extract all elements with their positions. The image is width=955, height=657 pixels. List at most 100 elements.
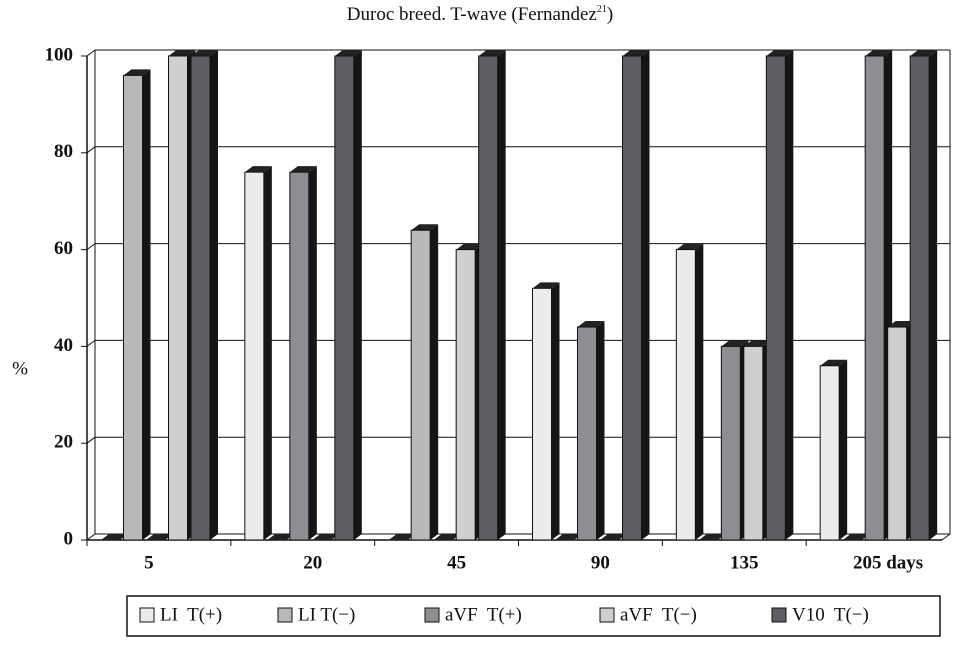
y-tick-label: 60 [54, 238, 73, 259]
legend-label: V10 T(−) [792, 604, 869, 625]
title-end: ) [607, 4, 613, 25]
bar-top [676, 243, 704, 250]
y-axis-label: % [12, 358, 28, 379]
bar [743, 345, 764, 541]
legend-box [126, 595, 941, 637]
bar-top [146, 534, 173, 540]
bar-top [123, 69, 151, 76]
grid-diag [86, 49, 96, 57]
chart-title: Duroc breed. T-wave (Fernandez21) [347, 4, 613, 25]
bar-top [820, 359, 848, 366]
title-main: Duroc breed. T-wave (Fernandez [347, 4, 597, 25]
bar [123, 74, 143, 541]
bar-top [334, 50, 362, 56]
title-ref: 21 [597, 4, 607, 15]
x-tick-label: 90 [591, 552, 610, 573]
legend-swatch [424, 607, 440, 623]
bar-top [865, 50, 893, 56]
bar [190, 55, 211, 541]
y-tick-label: 0 [64, 528, 74, 549]
grid-diag [86, 436, 96, 444]
bar [478, 55, 499, 541]
bar [765, 55, 786, 541]
legend-label: aVF T(−) [620, 604, 697, 625]
x-tick-label: 45 [447, 552, 466, 573]
bar-top [168, 50, 196, 56]
bar-top [312, 534, 340, 540]
bar [887, 326, 908, 541]
bar [577, 326, 597, 541]
bar-side [308, 166, 317, 540]
bar-top [191, 50, 218, 56]
bar [410, 229, 431, 541]
grid-diag [86, 146, 96, 154]
bar-top [887, 321, 915, 328]
bar-side [497, 50, 506, 540]
bar [289, 171, 310, 541]
bar-top [411, 224, 439, 231]
x-tick-label: 5 [144, 552, 154, 573]
grid-diag [86, 533, 96, 541]
grid-diag [86, 339, 96, 347]
legend-swatch [139, 607, 155, 623]
bar-top [842, 534, 870, 540]
bar-side [695, 243, 704, 540]
legend-swatch [277, 607, 293, 623]
bar-top [766, 50, 794, 56]
x-tick-label: 135 [730, 552, 759, 573]
bar-side [430, 224, 439, 541]
bar [532, 287, 552, 541]
bar [819, 365, 840, 541]
bar [334, 55, 355, 541]
legend-swatch [599, 607, 615, 623]
legend-label: LI T(−) [298, 604, 355, 625]
floor-edge [941, 533, 951, 541]
bar-top [743, 340, 771, 347]
x-tick-label: 205 days [853, 552, 923, 573]
x-tick-label: 20 [303, 552, 322, 573]
legend-label: aVF T(+) [445, 604, 522, 625]
legend-label: LI T(+) [160, 604, 222, 625]
bar-side [142, 69, 151, 541]
bar-top [532, 282, 560, 289]
bar [455, 249, 476, 541]
bar [168, 55, 188, 541]
bar [909, 55, 930, 541]
bar-side [596, 321, 605, 540]
bar [864, 55, 885, 541]
bar-side [839, 359, 848, 540]
bar-top [388, 534, 416, 540]
y-tick-label: 40 [54, 335, 73, 356]
grid-diag [86, 243, 96, 251]
bar-top [600, 534, 627, 540]
bar-top [478, 50, 506, 56]
bar-top [244, 166, 272, 173]
y-tick-label: 20 [54, 432, 73, 453]
bar-top [101, 534, 128, 540]
bar-side [353, 50, 362, 540]
bar-top [433, 534, 461, 540]
bar-top [289, 166, 317, 173]
bar-top [910, 50, 938, 56]
bar-top [698, 534, 726, 540]
bar-top [577, 321, 605, 328]
y-tick-label: 80 [54, 141, 73, 162]
bar-side [641, 50, 650, 540]
bar [720, 345, 741, 541]
bar-side [210, 50, 218, 540]
bar-top [267, 534, 295, 540]
bar-top [622, 50, 650, 56]
bar-side [551, 282, 560, 540]
legend-swatch [771, 607, 787, 623]
bar [675, 249, 696, 541]
bar-side [263, 166, 272, 540]
bar-top [456, 243, 484, 250]
bar-side [929, 50, 938, 540]
bar-top [721, 340, 749, 347]
bar-top [555, 534, 582, 540]
bar [244, 171, 265, 541]
bar [622, 55, 642, 541]
y-tick-label: 100 [45, 44, 74, 65]
bar-side [785, 50, 794, 540]
